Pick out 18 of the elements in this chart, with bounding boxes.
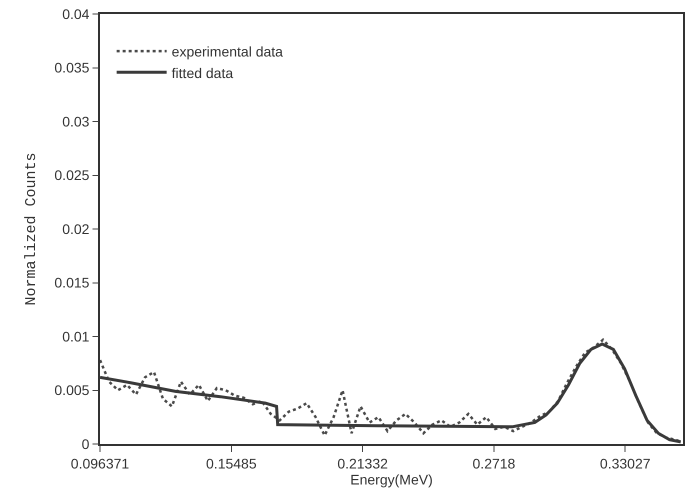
legend-label: experimental data: [172, 44, 284, 60]
y-tick-label: 0: [82, 436, 90, 452]
x-axis-title: Energy(MeV): [350, 472, 433, 488]
y-tick-label: 0.005: [54, 382, 90, 398]
x-tick-label: 0.096371: [70, 456, 130, 472]
y-tick-label: 0.02: [62, 220, 90, 237]
y-tick-label: 0.03: [62, 113, 90, 130]
x-tick-label: 0.33027: [600, 456, 651, 472]
y-axis-title: Normalized Counts: [23, 152, 40, 306]
y-tick-label: 0.025: [54, 167, 90, 184]
y-tick-label: 0.015: [54, 274, 90, 291]
y-tick-label: 0.01: [62, 328, 90, 344]
y-tick-label: 0.04: [62, 6, 90, 22]
x-tick-label: 0.15485: [206, 456, 257, 472]
x-tick-label: 0.21332: [337, 456, 388, 472]
legend-label: fitted data: [172, 64, 234, 81]
y-tick-label: 0.035: [54, 60, 90, 76]
x-tick-label: 0.2718: [472, 456, 516, 472]
